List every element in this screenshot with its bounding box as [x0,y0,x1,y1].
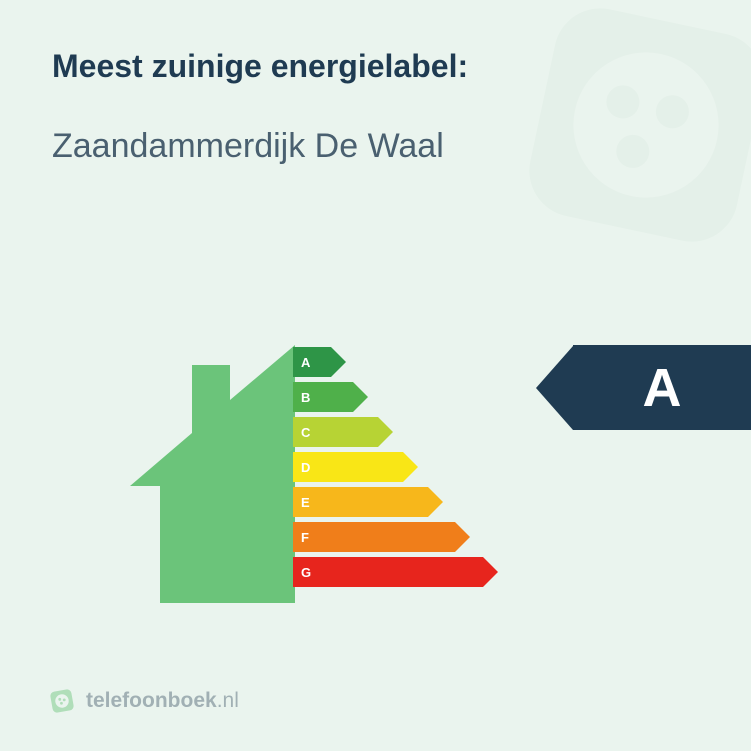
bar-arrow-icon [331,347,346,377]
bar-fill [293,347,331,377]
bar-body: D [293,452,483,482]
energy-bar-e: E [293,487,483,517]
bar-label: C [301,425,310,440]
energy-label-card: Meest zuinige energielabel: Zaandammerdi… [0,0,751,751]
bar-body: F [293,522,483,552]
bar-fill [293,557,483,587]
bar-label: E [301,495,310,510]
energy-bar-a: A [293,347,483,377]
energy-bar-c: C [293,417,483,447]
card-subtitle: Zaandammerdijk De Waal [52,127,699,166]
bar-arrow-icon [378,417,393,447]
footer-brand: telefoonboek.nl [86,689,239,713]
bar-label: F [301,530,309,545]
footer-brand-bold: telefoonboek [86,689,217,712]
bar-arrow-icon [428,487,443,517]
result-arrow-icon [536,346,573,430]
result-body: A [573,345,751,430]
bar-body: B [293,382,483,412]
bar-body: E [293,487,483,517]
energy-bar-b: B [293,382,483,412]
bar-label: A [301,355,310,370]
bar-fill [293,487,428,517]
bar-body: C [293,417,483,447]
result-letter: A [643,357,682,419]
bar-label: G [301,565,311,580]
energy-bar-f: F [293,522,483,552]
bar-arrow-icon [483,557,498,587]
card-title: Meest zuinige energielabel: [52,48,699,85]
bar-fill [293,522,455,552]
house-icon [130,345,295,615]
bar-label: B [301,390,310,405]
footer-brand-light: .nl [217,689,239,712]
bar-body: G [293,557,483,587]
footer: telefoonboek.nl [48,687,239,715]
bar-arrow-icon [353,382,368,412]
bar-label: D [301,460,310,475]
energy-bar-g: G [293,557,483,587]
energy-bars: A B C D E F G [293,347,483,592]
bar-arrow-icon [455,522,470,552]
result-badge: A [536,345,751,430]
energy-bar-d: D [293,452,483,482]
bar-body: A [293,347,483,377]
bar-arrow-icon [403,452,418,482]
footer-logo-icon [48,687,76,715]
